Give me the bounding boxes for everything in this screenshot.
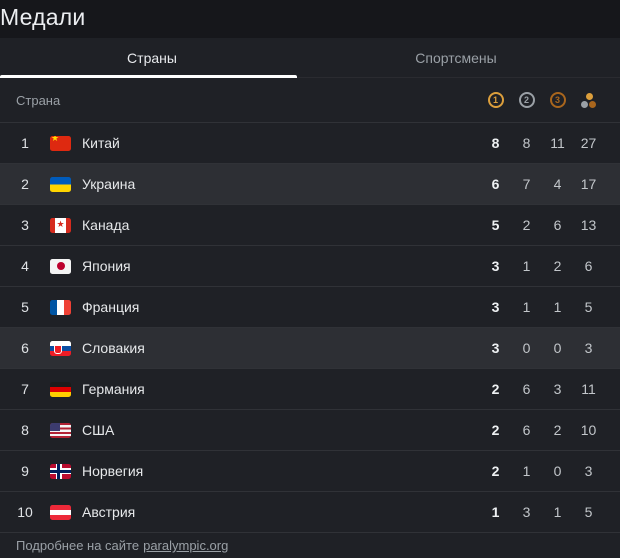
gold-count: 2 [491,463,500,479]
total-count: 13 [580,217,597,233]
table-row[interactable]: 10 Австрия 1 3 1 5 [0,491,620,532]
ca-flag-icon [50,217,71,233]
gold-count: 3 [491,340,500,356]
gold-count: 6 [491,176,500,192]
gold-medal-icon: 1 [487,92,504,108]
fr-flag-icon [50,299,71,315]
medal-column-headers: 1 2 3 [480,92,604,108]
table-row[interactable]: 5 Франция 3 1 1 5 [0,286,620,327]
total-medals-icon [580,92,597,108]
sk-flag-icon [50,340,71,356]
silver-count: 6 [522,381,531,397]
bronze-count: 1 [553,504,562,520]
rank: 5 [21,299,29,315]
rank: 3 [21,217,29,233]
country-column-header: Страна [16,92,61,108]
total-count: 5 [584,299,593,315]
country-name: Франция [82,299,140,315]
bronze-medal-icon: 3 [549,92,566,108]
tab-countries-label: Страны [127,50,177,66]
silver-count: 1 [522,463,531,479]
gold-count: 5 [491,217,500,233]
table-header-row: Страна 1 2 3 [0,78,620,122]
page-title: Медали [0,4,86,30]
silver-count: 1 [522,258,531,274]
paralympic-org-link[interactable]: paralympic.org [143,538,229,553]
country-name: Япония [82,258,131,274]
total-count: 10 [580,422,597,438]
medals-widget: Страны Спортсмены Страна 1 2 3 1 [0,38,620,558]
country-name: Австрия [82,504,136,520]
bronze-count: 1 [553,299,562,315]
cn-flag-icon [50,135,71,151]
table-row[interactable]: 8 США 2 6 2 10 [0,409,620,450]
table-row[interactable]: 3 Канада 5 2 6 13 [0,204,620,245]
total-count: 17 [580,176,597,192]
jp-flag-icon [50,258,71,274]
tab-athletes[interactable]: Спортсмены [304,38,608,78]
silver-medal-icon: 2 [518,92,535,108]
table-row[interactable]: 7 Германия 2 6 3 11 [0,368,620,409]
country-name: США [82,422,115,438]
gold-count: 2 [491,381,500,397]
rank: 8 [21,422,29,438]
rank: 6 [21,340,29,356]
total-count: 3 [584,463,593,479]
bronze-count: 3 [553,381,562,397]
total-count: 11 [581,381,596,397]
tab-countries[interactable]: Страны [0,38,304,78]
rank: 9 [21,463,29,479]
country-name: Норвегия [82,463,144,479]
table-row[interactable]: 1 Китай 8 8 11 27 [0,122,620,163]
footer: Подробнее на сайте paralympic.org [0,532,620,558]
silver-count: 6 [522,422,531,438]
ua-flag-icon [50,176,71,192]
country-name: Германия [82,381,145,397]
gold-count: 3 [491,299,500,315]
silver-count: 3 [522,504,531,520]
country-name: Украина [82,176,136,192]
footer-text: Подробнее на сайте [16,538,140,553]
tab-athletes-label: Спортсмены [415,50,497,66]
table-row[interactable]: 2 Украина 6 7 4 17 [0,163,620,204]
silver-count: 7 [522,176,531,192]
total-count: 3 [584,340,593,356]
country-name: Канада [82,217,130,233]
total-count: 5 [584,504,593,520]
country-name: Словакия [82,340,145,356]
at-flag-icon [50,504,71,520]
gold-count: 3 [491,258,500,274]
bronze-count: 0 [553,340,562,356]
rank: 10 [17,504,33,520]
country-name: Китай [82,135,120,151]
us-flag-icon [50,422,71,438]
total-count: 27 [580,135,597,151]
de-flag-icon [50,381,71,397]
rank: 1 [21,135,29,151]
no-flag-icon [50,463,71,479]
rank: 7 [21,381,29,397]
gold-count: 8 [491,135,500,151]
rank: 2 [21,176,29,192]
silver-count: 8 [522,135,531,151]
tab-bar: Страны Спортсмены [0,38,620,78]
bronze-count: 4 [553,176,562,192]
bronze-count: 2 [553,422,562,438]
table-row[interactable]: 6 Словакия 3 0 0 3 [0,327,620,368]
table-row[interactable]: 9 Норвегия 2 1 0 3 [0,450,620,491]
bronze-count: 0 [553,463,562,479]
silver-count: 0 [522,340,531,356]
medal-table-body: 1 Китай 8 8 11 27 2 Украина 6 7 4 17 3 К… [0,122,620,532]
bronze-count: 6 [553,217,562,233]
table-row[interactable]: 4 Япония 3 1 2 6 [0,245,620,286]
silver-count: 2 [522,217,531,233]
total-count: 6 [584,258,593,274]
bronze-count: 11 [550,135,565,151]
silver-count: 1 [522,299,531,315]
bronze-count: 2 [553,258,562,274]
rank: 4 [21,258,29,274]
gold-count: 2 [491,422,500,438]
gold-count: 1 [491,504,500,520]
